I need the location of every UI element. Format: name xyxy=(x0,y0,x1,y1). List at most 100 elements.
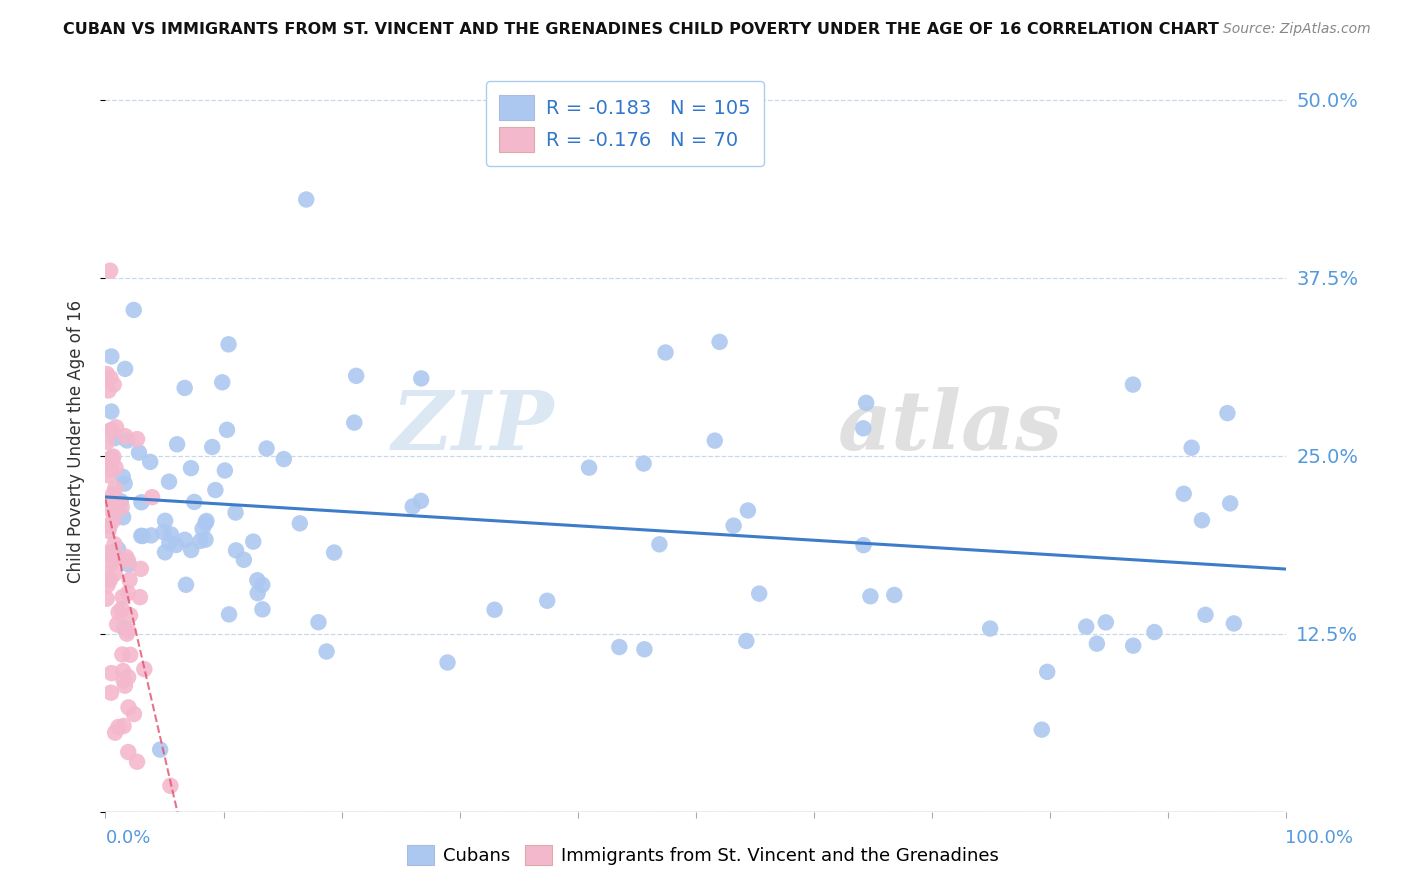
Point xyxy=(97,455,120,469)
Legend: R = -0.183   N = 105, R = -0.176   N = 70: R = -0.183 N = 105, R = -0.176 N = 70 xyxy=(486,81,765,166)
Point xyxy=(484,603,506,617)
Point xyxy=(104,431,127,445)
Point xyxy=(194,533,217,547)
Point xyxy=(1085,637,1108,651)
Point xyxy=(100,450,122,465)
Point xyxy=(252,578,274,592)
Point xyxy=(112,664,135,678)
Point xyxy=(122,303,145,318)
Point xyxy=(1122,377,1144,392)
Point xyxy=(128,445,150,459)
Point xyxy=(709,334,731,349)
Point xyxy=(343,416,366,430)
Point xyxy=(160,527,183,541)
Point xyxy=(173,381,195,395)
Point xyxy=(103,450,125,464)
Point xyxy=(118,573,141,587)
Point xyxy=(246,586,269,600)
Point xyxy=(105,420,128,434)
Text: Source: ZipAtlas.com: Source: ZipAtlas.com xyxy=(1223,22,1371,37)
Point xyxy=(118,608,141,623)
Point xyxy=(648,537,671,551)
Point xyxy=(191,522,214,536)
Point xyxy=(578,460,600,475)
Point xyxy=(242,534,264,549)
Point xyxy=(1036,665,1059,679)
Point xyxy=(111,602,134,616)
Point xyxy=(165,538,187,552)
Point xyxy=(117,700,139,714)
Point xyxy=(96,367,118,381)
Point xyxy=(122,706,145,721)
Point xyxy=(252,602,274,616)
Point xyxy=(411,371,433,385)
Text: atlas: atlas xyxy=(838,387,1063,467)
Point xyxy=(748,586,770,600)
Point xyxy=(101,495,124,509)
Point xyxy=(107,542,129,557)
Point xyxy=(134,662,156,676)
Point xyxy=(536,593,558,607)
Point xyxy=(107,720,129,734)
Point xyxy=(723,518,745,533)
Point xyxy=(103,377,125,392)
Y-axis label: Child Poverty Under the Age of 16: Child Poverty Under the Age of 16 xyxy=(66,300,84,583)
Point xyxy=(1216,406,1239,420)
Point xyxy=(246,573,269,587)
Point xyxy=(107,605,129,619)
Point xyxy=(111,590,134,604)
Point xyxy=(117,624,139,638)
Point xyxy=(1031,723,1053,737)
Point xyxy=(1219,496,1241,510)
Point xyxy=(97,468,120,483)
Point xyxy=(852,538,875,552)
Point xyxy=(1173,487,1195,501)
Point xyxy=(288,516,311,531)
Point xyxy=(157,475,180,489)
Point xyxy=(173,533,195,547)
Point xyxy=(1223,616,1246,631)
Point xyxy=(100,404,122,418)
Point xyxy=(214,463,236,477)
Point xyxy=(96,435,118,450)
Point xyxy=(1194,607,1216,622)
Point xyxy=(114,476,136,491)
Point xyxy=(110,494,132,508)
Point xyxy=(107,496,129,510)
Point xyxy=(201,440,224,454)
Point xyxy=(979,622,1001,636)
Text: CUBAN VS IMMIGRANTS FROM ST. VINCENT AND THE GRENADINES CHILD POVERTY UNDER THE : CUBAN VS IMMIGRANTS FROM ST. VINCENT AND… xyxy=(63,22,1219,37)
Point xyxy=(855,396,877,410)
Point xyxy=(105,495,128,509)
Point xyxy=(654,345,676,359)
Point xyxy=(100,350,122,364)
Point xyxy=(215,423,238,437)
Point xyxy=(96,572,118,586)
Point xyxy=(101,487,124,501)
Point xyxy=(104,482,127,496)
Point xyxy=(111,500,134,515)
Point xyxy=(308,615,330,630)
Point xyxy=(112,719,135,733)
Point xyxy=(180,461,202,475)
Point xyxy=(633,457,655,471)
Point xyxy=(112,621,135,635)
Point xyxy=(1076,620,1098,634)
Point xyxy=(96,546,118,560)
Point xyxy=(1191,513,1213,527)
Text: 100.0%: 100.0% xyxy=(1285,829,1353,847)
Point xyxy=(97,524,120,538)
Point xyxy=(117,670,139,684)
Point xyxy=(131,529,153,543)
Point xyxy=(98,263,121,277)
Point xyxy=(104,725,127,739)
Point xyxy=(100,424,122,438)
Point xyxy=(101,453,124,467)
Point xyxy=(703,434,725,448)
Point xyxy=(141,528,163,542)
Point xyxy=(737,503,759,517)
Point xyxy=(131,495,153,509)
Point xyxy=(194,516,217,530)
Point xyxy=(118,558,141,572)
Point xyxy=(96,566,118,581)
